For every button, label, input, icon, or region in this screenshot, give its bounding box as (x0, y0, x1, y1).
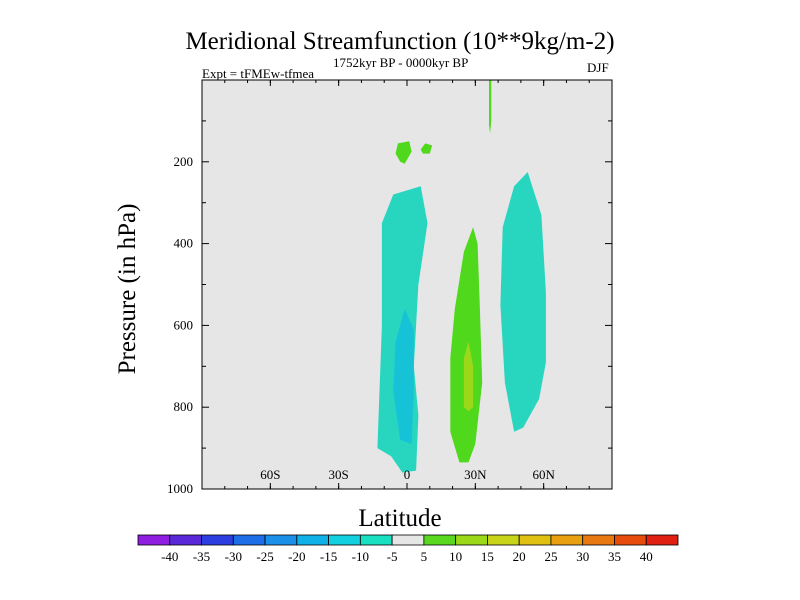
colorbar-swatch (169, 534, 202, 546)
contour-positive-blob-upper-1 (395, 141, 412, 164)
colorbar-label: 5 (421, 549, 428, 564)
chart-title: Meridional Streamfunction (10**9kg/m-2) (185, 28, 615, 55)
colorbar-label: -15 (320, 549, 337, 564)
contour-positive-blob-upper-2 (420, 143, 433, 154)
x-tick-label: 0 (404, 467, 411, 482)
contour-regions (377, 80, 546, 473)
contour-negative-core-near-equator (393, 309, 414, 444)
colorbar-label: -30 (225, 549, 242, 564)
season-label: DJF (587, 60, 609, 75)
x-tick-label: 30N (464, 467, 487, 482)
y-tick-label: 600 (174, 317, 194, 332)
colorbar-label: 10 (449, 549, 462, 564)
colorbar-swatch (582, 534, 615, 546)
y-tick-label: 200 (174, 154, 194, 169)
colorbar-label: -10 (352, 549, 369, 564)
contour-positive-core-30n (463, 341, 474, 412)
colorbar-swatch (264, 534, 298, 546)
colorbar-label: -25 (256, 549, 273, 564)
colorbar-swatch (296, 534, 329, 546)
colorbar-swatch (645, 534, 679, 546)
y-tick-label: 400 (174, 236, 194, 251)
colorbar-label: 40 (640, 549, 653, 564)
x-tick-label: 30S (329, 467, 349, 482)
colorbar-swatch (201, 534, 234, 546)
x-tick-label: 60N (532, 467, 555, 482)
contour-negative-column-55n (500, 172, 546, 432)
colorbar-swatch (137, 534, 171, 546)
x-axis-label: Latitude (358, 505, 442, 532)
contour-positive-streak-top (489, 80, 492, 134)
colorbar-label: -40 (161, 549, 178, 564)
experiment-label: Expt = tFMEw-tfmea (202, 66, 315, 81)
colorbar-swatch (328, 534, 361, 546)
colorbar-label: -5 (387, 549, 398, 564)
colorbar-swatch (518, 534, 552, 546)
colorbar: -40 -35 -30 -25 -20 -15 -10 -5 5 10 15 20 25 30 35 40 (137, 534, 679, 564)
colorbar-swatch (232, 534, 266, 546)
y-tick-label: 1000 (167, 481, 193, 496)
colorbar-label: -20 (288, 549, 305, 564)
x-tick-label: 60S (260, 467, 280, 482)
colorbar-swatch (487, 534, 520, 546)
colorbar-swatch (614, 534, 647, 546)
period-label: 1752kyr BP - 0000kyr BP (333, 55, 469, 70)
colorbar-label: 30 (576, 549, 589, 564)
colorbar-swatch (423, 534, 457, 546)
colorbar-swatch (391, 534, 425, 546)
colorbar-label: 20 (513, 549, 526, 564)
colorbar-swatch (455, 534, 488, 546)
colorbar-label: 25 (544, 549, 557, 564)
contour-positive-column-30n (450, 227, 483, 463)
colorbar-label: 35 (608, 549, 621, 564)
y-tick-label: 800 (174, 399, 194, 414)
colorbar-label: 15 (481, 549, 494, 564)
colorbar-swatch (359, 534, 393, 546)
axis-ticks: 60S 30S 0 30N 60N 200 400 600 800 1000 (167, 80, 613, 496)
colorbar-swatch (550, 534, 584, 546)
colorbar-label: -35 (193, 549, 210, 564)
